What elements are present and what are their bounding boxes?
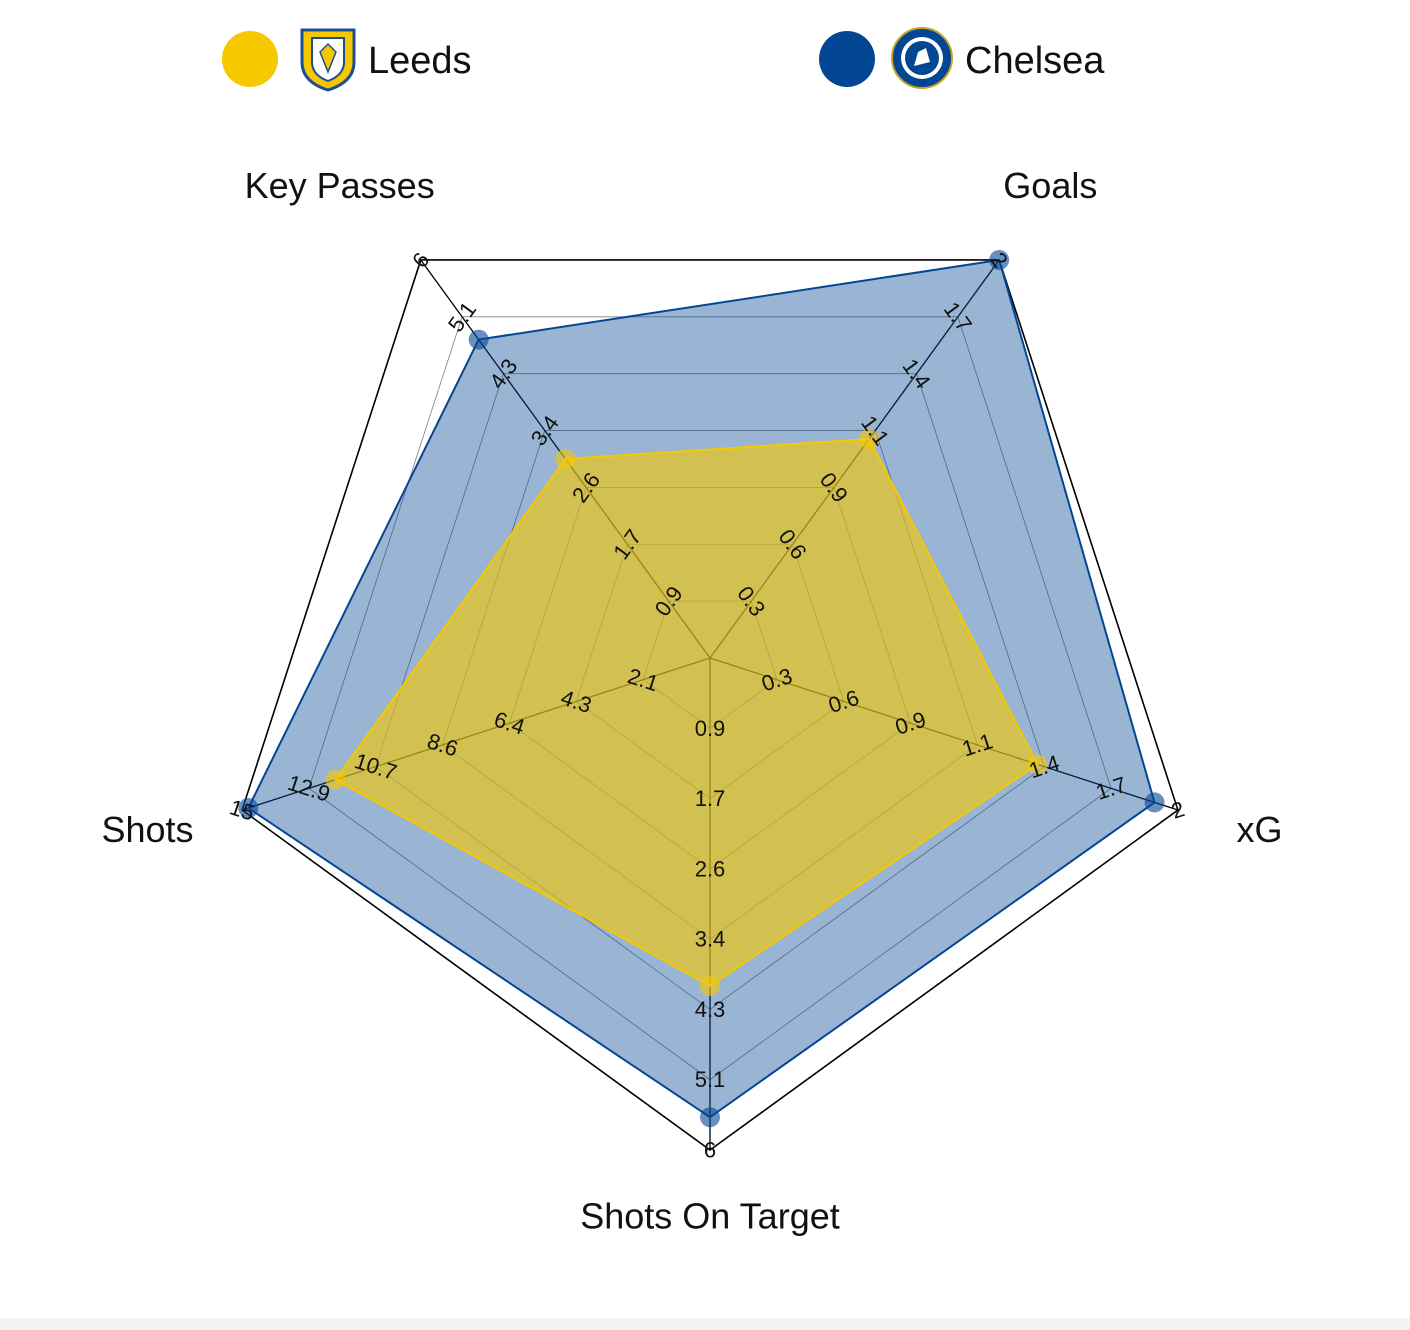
- radar-axis-labels: Goals xG Shots On Target Shots Key Passes: [101, 165, 1282, 1237]
- data-point-chelsea-xg: [1144, 792, 1165, 813]
- data-point-chelsea-shots-on-target: [700, 1107, 720, 1128]
- radar-series: [238, 249, 1165, 1128]
- legend-label-chelsea: Chelsea: [965, 40, 1105, 82]
- data-point-leeds-xg: [1027, 754, 1048, 775]
- grid-ring-7: [241, 259, 1179, 1151]
- tick-label-key-passes-7: 6: [407, 248, 434, 273]
- data-point-chelsea-key-passes: [468, 329, 489, 350]
- axis-label-shots: Shots: [101, 809, 193, 850]
- tick-label-shots-on-target-4: 3.4: [695, 927, 726, 952]
- tick-label-shots-on-target-2: 1.7: [695, 786, 726, 811]
- axis-label-shots-on-target: Shots On Target: [580, 1196, 840, 1237]
- tick-label-shots-on-target-1: 0.9: [695, 716, 726, 741]
- legend: Leeds Chelsea: [222, 27, 1105, 92]
- tick-label-shots-on-target-5: 4.3: [695, 997, 726, 1022]
- legend-label-leeds: Leeds: [368, 40, 472, 82]
- leeds-badge-icon: [300, 28, 356, 92]
- tick-label-shots-on-target-6: 5.1: [695, 1067, 726, 1092]
- tick-label-xg-7: 2: [1168, 796, 1187, 824]
- data-point-leeds-key-passes: [555, 448, 576, 469]
- data-point-leeds-shots-on-target: [700, 976, 720, 996]
- data-point-chelsea-shots: [238, 798, 259, 819]
- data-point-leeds-shots: [325, 769, 346, 790]
- axis-label-key-passes: Key Passes: [245, 165, 435, 206]
- grid-ring-6: [308, 316, 1112, 1081]
- tick-label-shots-on-target-7: 6: [704, 1138, 716, 1163]
- axis-label-xg: xG: [1236, 809, 1282, 850]
- axis-label-goals: Goals: [1003, 165, 1097, 206]
- series-area-leeds: [334, 438, 1039, 988]
- bottom-strip: [0, 1318, 1410, 1330]
- legend-swatch-leeds: [222, 31, 278, 87]
- chelsea-badge-icon: [891, 27, 953, 89]
- tick-label-shots-on-target-3: 2.6: [695, 856, 726, 881]
- data-point-leeds-goals: [859, 429, 880, 450]
- data-point-chelsea-goals: [989, 249, 1010, 270]
- legend-swatch-chelsea: [819, 31, 875, 87]
